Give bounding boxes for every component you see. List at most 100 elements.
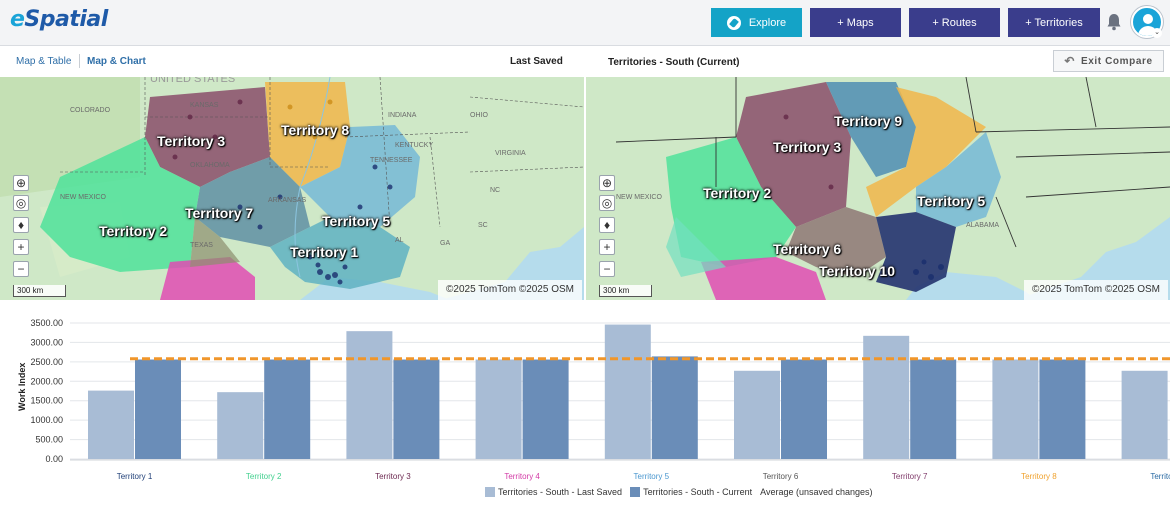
x-tick-label: Territory 3 [375,472,411,481]
chevron-down-icon[interactable]: ⌄ [1152,28,1162,38]
legend-swatch [630,487,641,497]
y-tick-label: 3000.00 [30,337,63,347]
bar[interactable] [522,359,569,459]
tab-divider [79,54,80,68]
bar[interactable] [135,359,181,459]
zoom-out-button[interactable]: − [599,261,615,277]
territory-label[interactable]: Territory 7 [185,205,254,221]
bar[interactable] [264,359,311,459]
place-label: OHIO [470,112,488,119]
territory-5-region [916,132,1001,227]
place-label: KANSAS [190,102,219,109]
data-points-8 [287,99,333,140]
map-last-saved[interactable]: UNITED STATES KANSAS OKLAHOMA TEXAS ARKA… [0,77,584,300]
bar[interactable] [781,359,827,459]
legend-item-current[interactable]: Territories - South - Current [630,487,752,497]
bar[interactable] [88,390,134,459]
data-points [913,259,944,280]
bar[interactable] [604,324,651,459]
map-current[interactable]: NEW MEXICO ALABAMA Territory 9 Territory… [586,77,1170,300]
scale-bar: 300 km [13,285,66,297]
bar[interactable] [651,356,698,459]
zoom-in-button[interactable]: + [13,239,29,255]
bar[interactable] [1121,370,1168,459]
territory-8-region [866,87,986,217]
top-bar: eSpatial Explore + Maps + Routes + Terri… [0,0,1170,46]
territory-4-region [701,257,826,300]
bar[interactable] [992,359,1039,459]
legend-item-average[interactable]: Average (unsaved changes) [760,487,872,497]
territory-label[interactable]: Territory 9 [834,113,903,129]
territory-label[interactable]: Territory 6 [773,241,842,257]
zoom-in-button[interactable]: + [599,239,615,255]
x-tick-label: Territory 5 [634,472,670,481]
zoom-box-icon[interactable]: ⊕ [13,175,29,191]
logo-text: Spatial [24,7,108,32]
undo-arrow-icon: ↶ [1064,54,1075,68]
place-label: INDIANA [388,112,417,119]
territory-label[interactable]: Territory 5 [917,193,986,209]
legend-label: Average (unsaved changes) [760,487,873,497]
bar[interactable] [734,370,780,459]
add-routes-button[interactable]: + Routes [909,8,1000,37]
bar[interactable] [910,359,957,459]
territory-label[interactable]: Territory 2 [703,185,772,201]
add-maps-button[interactable]: + Maps [810,8,901,37]
territory-label[interactable]: Territory 3 [157,133,226,149]
y-tick-label: 500.00 [35,435,63,445]
locate-icon[interactable]: ◎ [599,195,615,211]
exit-compare-button[interactable]: ↶ Exit Compare [1053,50,1164,72]
place-labels: UNITED STATES KANSAS OKLAHOMA TEXAS ARKA… [60,77,526,249]
bar[interactable] [475,359,522,459]
y-tick-label: 1000.00 [30,415,63,425]
territory-1-region [666,217,726,277]
y-tick-label: 2500.00 [30,357,63,367]
bar[interactable] [863,335,910,459]
zoom-box-icon[interactable]: ⊕ [599,175,615,191]
territory-label[interactable]: Territory 8 [281,122,350,138]
territory-label[interactable]: Territory 10 [819,263,895,279]
place-label: SC [478,222,488,229]
territory-label[interactable]: Territory 5 [322,213,391,229]
bar[interactable] [1039,359,1086,459]
legend-item-last-saved[interactable]: Territories - South - Last Saved [485,487,622,497]
data-points [237,164,393,285]
map-canvas-left: UNITED STATES KANSAS OKLAHOMA TEXAS ARKA… [0,77,584,300]
bar[interactable] [346,331,393,459]
locate-icon[interactable]: ◎ [13,195,29,211]
place-label: NEW MEXICO [60,194,106,201]
place-label: VIRGINIA [495,150,526,157]
avatar-body [1138,26,1158,36]
territory-6-region [786,207,886,277]
x-tick-label: Territory 9 [1150,472,1170,481]
place-label: TENNESSEE [370,157,413,164]
chart-canvas: Work Index 3500.00 3000.00 2500.00 2000.00 15… [17,318,1170,481]
x-tick-label: Territory 7 [892,472,928,481]
bar[interactable] [393,359,440,459]
territory-label[interactable]: Territory 1 [290,244,359,260]
logo-prefix: e [10,7,25,32]
bar[interactable] [217,392,264,459]
compass-icon[interactable]: ♦ [13,217,29,233]
territory-label[interactable]: Territory 3 [773,139,842,155]
espatial-logo[interactable]: eSpatial [10,7,108,32]
place-label: NC [490,187,500,194]
tab-map-table[interactable]: Map & Table [16,56,72,67]
add-territories-button[interactable]: + Territories [1008,8,1100,37]
tab-map-chart[interactable]: Map & Chart [87,56,146,67]
territory-6-region [190,217,240,267]
territory-2-region [666,137,796,267]
territory-8-region [265,82,350,187]
map-divider[interactable] [584,77,586,300]
territory-2-region [40,137,200,272]
zoom-out-button[interactable]: − [13,261,29,277]
place-label: OKLAHOMA [190,162,230,169]
place-label: COLORADO [70,107,111,114]
compass-icon[interactable]: ♦ [599,217,615,233]
explore-button[interactable]: Explore [711,8,802,37]
territory-3-region [736,82,851,227]
place-label: UNITED STATES [150,77,235,85]
user-avatar-icon[interactable] [1131,6,1163,38]
territory-label[interactable]: Territory 2 [99,223,168,239]
bell-icon[interactable] [1106,13,1122,31]
